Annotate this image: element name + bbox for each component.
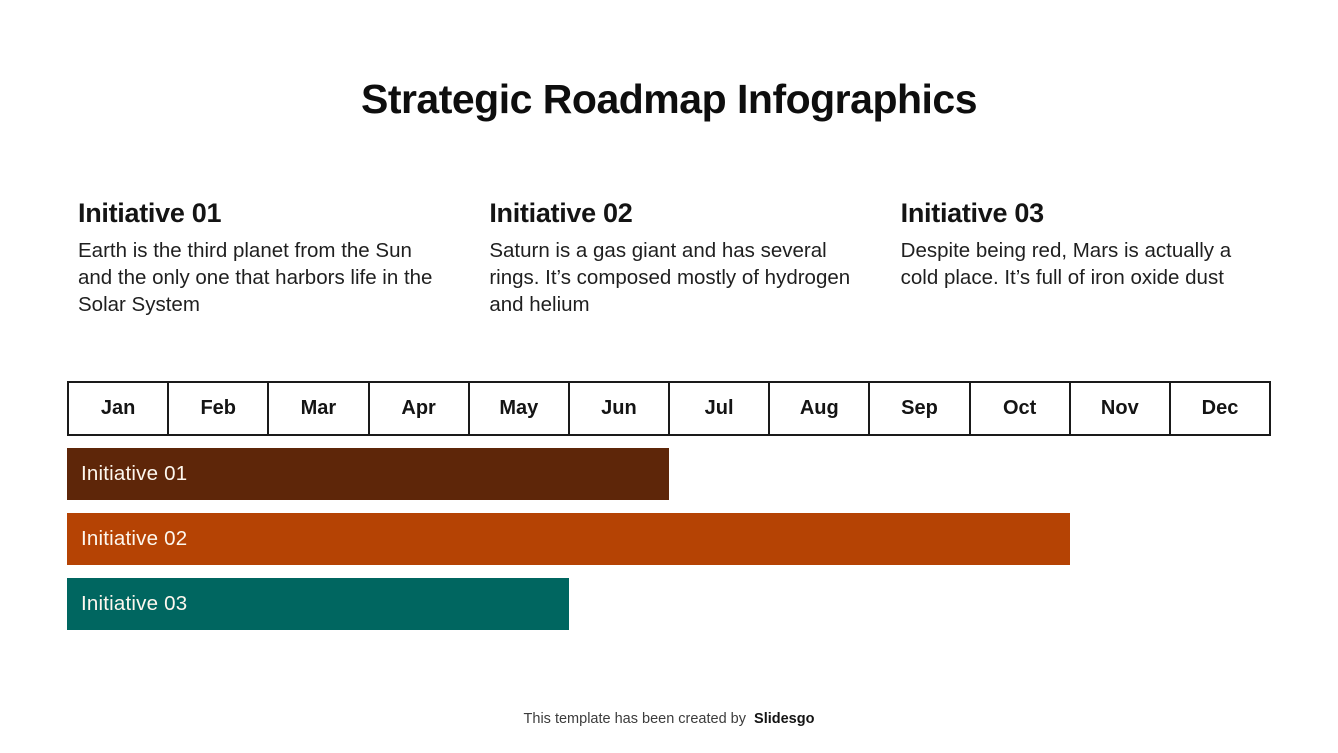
initiative-02-description: Saturn is a gas giant and has several ri… <box>489 239 851 316</box>
gantt-bar-3: Initiative 03 <box>67 578 569 630</box>
month-cell-mar: Mar <box>269 383 370 434</box>
month-cell-may: May <box>470 383 570 434</box>
initiative-01-description: Earth is the third planet from the Sun a… <box>78 239 433 316</box>
gantt-bars: Initiative 01 Initiative 02 Initiative 03 <box>67 448 1271 643</box>
initiatives-row: Initiative 01 Earth is the third planet … <box>78 198 1262 319</box>
initiative-01-heading: Initiative 01 <box>78 198 222 228</box>
initiative-column-02: Initiative 02 Saturn is a gas giant and … <box>489 198 850 319</box>
gantt-bar-row-2: Initiative 02 <box>67 513 1271 565</box>
month-cell-jan: Jan <box>69 383 170 434</box>
initiative-03-heading: Initiative 03 <box>900 198 1044 228</box>
month-cell-dec: Dec <box>1201 397 1239 419</box>
footer-credit-text: This template has been created by <box>523 711 746 727</box>
page-title: Strategic Roadmap Infographics <box>360 76 978 122</box>
month-cell-sep: Sep <box>870 383 971 434</box>
month-header-row: Jan Feb Mar Apr May Jun Jul Aug Sep Oct Nov Dec <box>67 381 1271 436</box>
gantt-bar-label: Initiative 01 <box>81 462 188 485</box>
gantt-bar-label: Initiative 03 <box>81 592 188 615</box>
initiative-column-01: Initiative 01 Earth is the third planet … <box>78 198 439 319</box>
month-cell-feb: Feb <box>169 383 270 434</box>
initiative-02-heading: Initiative 02 <box>489 198 633 228</box>
initiative-03-description: Despite being red, Mars is actually a co… <box>900 239 1232 289</box>
month-cell-jul: Jul <box>670 383 771 434</box>
gantt-bar-row-3: Initiative 03 <box>67 578 1271 630</box>
month-cell-apr: Apr <box>370 383 470 434</box>
month-cell-aug: Aug <box>770 383 871 434</box>
footer-credit: This template has been created by Slides… <box>0 711 1338 727</box>
gantt-bar-1: Initiative 01 <box>67 448 669 500</box>
gantt-bar-row-1: Initiative 01 <box>67 448 1271 500</box>
gantt-bar-label: Initiative 02 <box>81 527 188 550</box>
month-cell-jun: Jun <box>570 383 671 434</box>
month-cell-nov: Nov <box>1071 383 1171 434</box>
footer-brand: Slidesgo <box>754 711 815 727</box>
month-cell-oct: Oct <box>971 383 1071 434</box>
gantt-bar-2: Initiative 02 <box>67 513 1071 565</box>
initiative-column-03: Initiative 03 Despite being red, Mars is… <box>901 198 1262 319</box>
